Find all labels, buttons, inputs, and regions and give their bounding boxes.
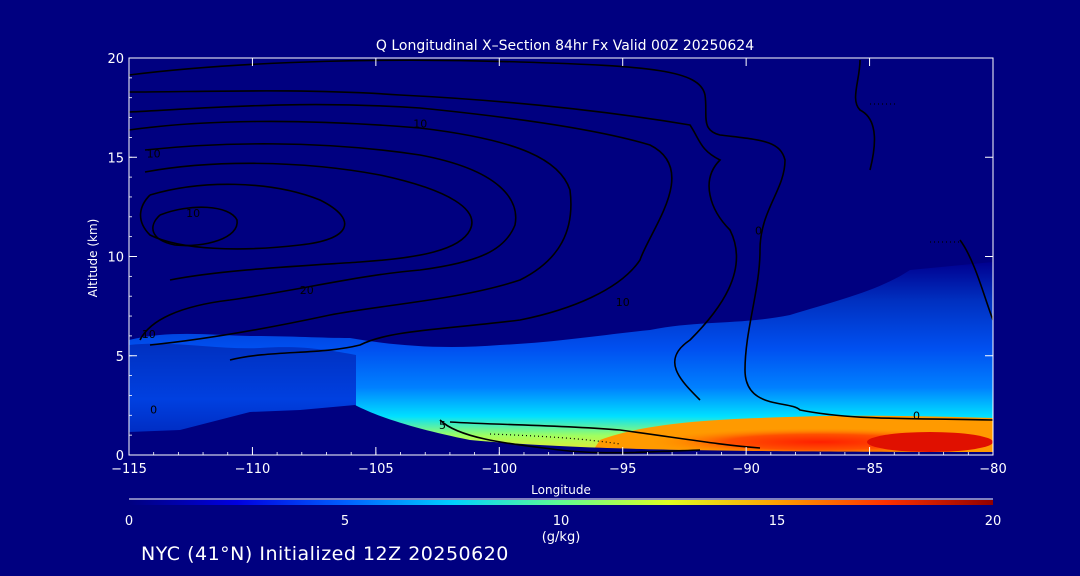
dotted-contours xyxy=(489,103,960,445)
colorbar-tick-label: 10 xyxy=(553,514,570,529)
colorbar-tick-label: 0 xyxy=(125,514,133,529)
x-tick-label: −95 xyxy=(609,462,636,477)
y-tick-label: 20 xyxy=(107,52,124,67)
chart-title: Q Longitudinal X–Section 84hr Fx Valid 0… xyxy=(376,38,754,54)
y-tick-label: 0 xyxy=(116,449,124,464)
x-tick-label: −90 xyxy=(732,462,759,477)
colorbar-tick-label: 5 xyxy=(341,514,349,529)
y-axis-label: Altitude (km) xyxy=(86,219,100,298)
x-tick-label: −100 xyxy=(481,462,517,477)
contour-label: 5 xyxy=(439,419,446,432)
x-tick-label: −105 xyxy=(358,462,394,477)
x-axis-label: Longitude xyxy=(531,483,591,497)
colorbar-tick-label: 20 xyxy=(985,514,1002,529)
contour-label: 10 xyxy=(142,328,156,341)
colorbar-tick-label: 15 xyxy=(769,514,786,529)
colorbar-label: (g/kg) xyxy=(542,530,581,545)
contour-label: 20 xyxy=(300,284,314,297)
contour-label: 0 xyxy=(755,225,762,238)
y-axis: 0 5 10 15 20 xyxy=(107,52,993,464)
y-tick-label: 15 xyxy=(107,151,124,166)
y-tick-label: 5 xyxy=(116,350,124,365)
colorbar-rect xyxy=(129,500,993,505)
x-axis: −115 −110 −105 −100 −95 −90 −85 −80 xyxy=(111,58,1007,477)
contour-label: 10 xyxy=(413,117,427,130)
contour-label: 10 xyxy=(147,147,161,160)
colorbar-ticks: 0 5 10 15 20 xyxy=(125,514,1001,529)
x-tick-label: −80 xyxy=(979,462,1006,477)
contour-lines xyxy=(129,59,993,454)
terrain xyxy=(129,405,993,455)
x-tick-label: −110 xyxy=(235,462,271,477)
y-tick-label: 10 xyxy=(107,251,124,266)
contour-label: 10 xyxy=(186,207,200,220)
contour-label: 0 xyxy=(913,409,920,422)
x-tick-label: −115 xyxy=(111,462,147,477)
contour-labels: 10 10 10 10 20 10 0 5 0 0 xyxy=(142,117,920,432)
colorbar: 0 5 10 15 20 (g/kg) xyxy=(125,498,1001,545)
x-tick-label: −85 xyxy=(856,462,883,477)
contour-label: 10 xyxy=(616,296,630,309)
max-region-east xyxy=(867,432,993,452)
footer-init-text: NYC (41°N) Initialized 12Z 20250620 xyxy=(141,543,509,565)
moisture-field xyxy=(129,59,993,455)
contour-label: 0 xyxy=(150,403,157,416)
